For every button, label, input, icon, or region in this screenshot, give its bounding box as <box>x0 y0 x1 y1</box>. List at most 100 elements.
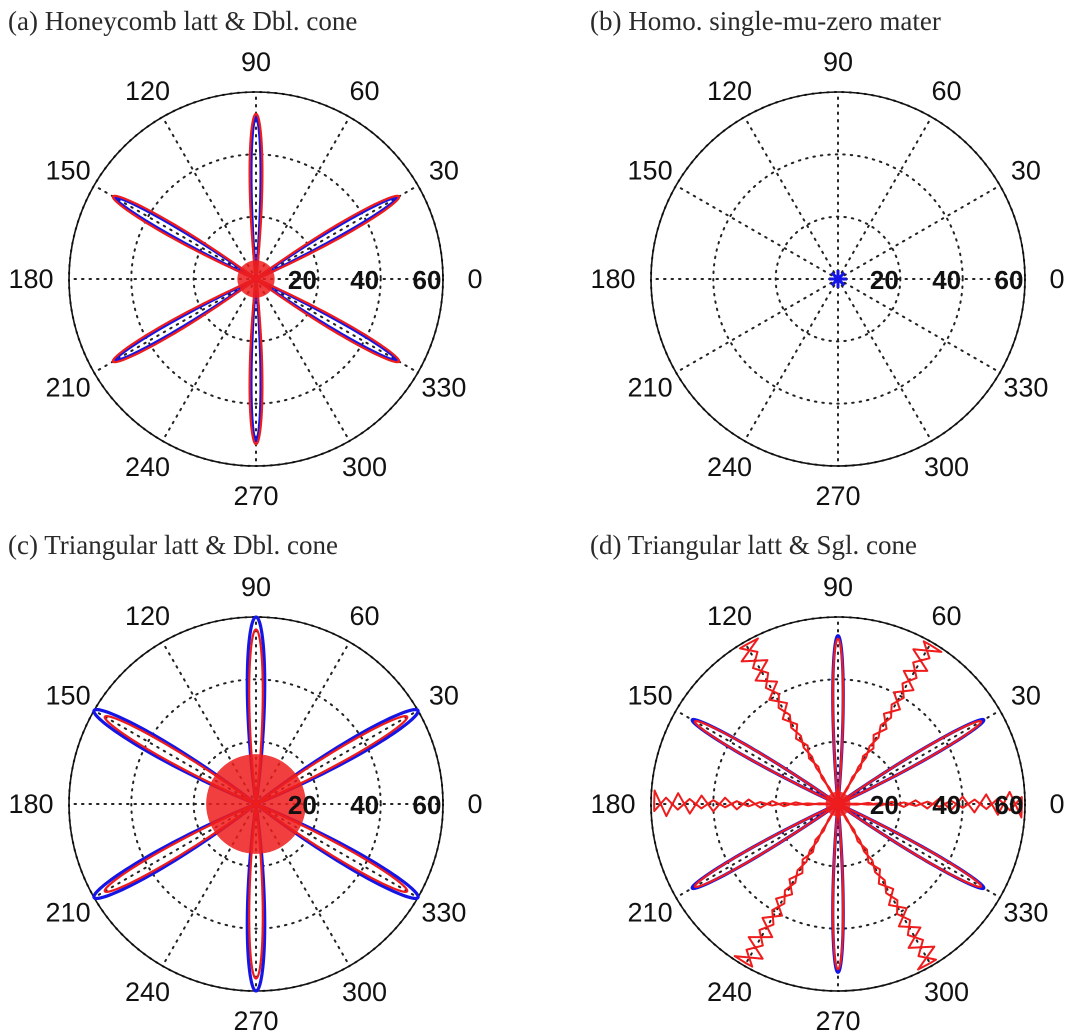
angle-tick-label: 180 <box>590 264 635 294</box>
angle-tick-label: 180 <box>590 789 635 819</box>
angle-tick-label: 30 <box>1011 156 1041 186</box>
radial-tick-label: 20 <box>870 790 899 820</box>
lobe-90 <box>249 115 263 281</box>
lobe-210 <box>693 802 840 889</box>
angle-tick-label: 60 <box>931 76 961 106</box>
spike-180 <box>653 789 838 818</box>
angle-tick-label: 0 <box>467 264 482 294</box>
lobe-30 <box>836 719 983 806</box>
panel-title: (a) Honeycomb latt & Dbl. cone <box>8 6 357 36</box>
grid-spoke <box>743 278 839 442</box>
angle-tick-label: 270 <box>233 481 278 511</box>
lobe-30 <box>254 707 420 806</box>
angle-tick-label: 150 <box>46 681 91 711</box>
lobe-30 <box>254 194 401 281</box>
panel-title: (d) Triangular latt & Sgl. cone <box>590 530 917 560</box>
lobe-150 <box>103 715 258 806</box>
radial-tick-label: 20 <box>288 265 317 295</box>
radial-tick-label: 60 <box>413 790 442 820</box>
grid-spoke <box>255 278 419 374</box>
grid-spoke <box>675 278 839 374</box>
lobe-90 <box>245 615 267 806</box>
spike-120 <box>739 637 839 804</box>
lobe-270 <box>248 277 264 446</box>
radial-tick-label: 60 <box>413 265 442 295</box>
lobe-150 <box>111 194 258 281</box>
grid-spoke <box>161 278 257 442</box>
angle-tick-label: 0 <box>467 789 482 819</box>
angle-tick-label: 30 <box>429 681 459 711</box>
lobe-210 <box>103 802 258 893</box>
angle-tick-label: 60 <box>349 76 379 106</box>
angle-tick-label: 330 <box>1003 373 1048 403</box>
polar-rim <box>68 91 444 467</box>
grid-spoke <box>93 278 257 374</box>
angle-tick-label: 210 <box>628 373 673 403</box>
angle-tick-label: 300 <box>342 977 387 1007</box>
polar-panel-3: (c) Triangular latt & Dbl. cone 0 30 60 90 12… <box>8 530 483 1032</box>
polar-panel-1: (a) Honeycomb latt & Dbl. cone 0 30 60 90 120… <box>8 6 483 511</box>
lobe-330 <box>254 277 399 362</box>
angle-tick-label: 270 <box>815 481 860 511</box>
angle-tick-label: 0 <box>1049 789 1064 819</box>
angle-tick-label: 300 <box>924 452 969 482</box>
angle-tick-label: 240 <box>707 977 752 1007</box>
angle-tick-label: 240 <box>707 452 752 482</box>
angle-tick-label: 90 <box>823 572 853 602</box>
lobe-30 <box>254 196 399 281</box>
angle-tick-label: 180 <box>8 264 53 294</box>
grid-circle <box>130 678 382 930</box>
angle-tick-label: 120 <box>707 601 752 631</box>
angle-tick-label: 330 <box>421 373 466 403</box>
angle-tick-label: 180 <box>8 789 53 819</box>
lobe-270 <box>248 802 264 980</box>
angle-tick-label: 150 <box>628 681 673 711</box>
spike-300 <box>837 804 937 971</box>
lobe-150 <box>113 196 258 281</box>
lobe-90 <box>248 112 264 281</box>
lobe-330 <box>254 802 409 893</box>
grid-circle <box>130 153 382 405</box>
angle-tick-label: 120 <box>125 76 170 106</box>
panel-title: (c) Triangular latt & Dbl. cone <box>8 530 338 560</box>
grid-spoke <box>255 278 351 442</box>
grid-spoke <box>675 709 839 805</box>
polar-panel-4: (d) Triangular latt & Sgl. cone 0 30 60 90 12… <box>590 530 1065 1032</box>
lobe-90 <box>831 637 845 806</box>
angle-tick-label: 330 <box>421 898 466 928</box>
angle-tick-label: 330 <box>1003 898 1048 928</box>
lobe-270 <box>245 802 267 993</box>
lobe-30 <box>254 715 409 806</box>
panel-title: (b) Homo. single-mu-zero mater <box>590 6 941 36</box>
radial-tick-label: 40 <box>350 790 379 820</box>
polar-rim <box>650 616 1026 992</box>
angle-tick-label: 150 <box>46 156 91 186</box>
grid-spoke <box>743 116 839 280</box>
grid-spoke <box>93 184 257 280</box>
lobe-330 <box>254 802 420 901</box>
angle-tick-label: 30 <box>429 156 459 186</box>
radial-tick-label: 60 <box>995 790 1024 820</box>
lobe-330 <box>254 277 401 364</box>
radial-tick-label: 20 <box>870 265 899 295</box>
radial-tick-label: 40 <box>932 790 961 820</box>
grid-spoke <box>837 116 933 280</box>
lobe-270 <box>249 277 263 443</box>
star-marker <box>830 271 846 287</box>
radial-tick-label: 20 <box>288 790 317 820</box>
radial-tick-label: 40 <box>932 265 961 295</box>
lobe-90 <box>248 628 264 806</box>
grid-spoke <box>255 184 419 280</box>
angle-tick-label: 120 <box>125 601 170 631</box>
grid-spoke <box>837 184 1001 280</box>
angle-tick-label: 90 <box>823 47 853 77</box>
grid-spoke <box>837 709 1001 805</box>
lobe-150 <box>693 719 840 806</box>
grid-spoke <box>255 116 351 280</box>
angle-tick-label: 90 <box>241 572 271 602</box>
angle-tick-label: 210 <box>46 373 91 403</box>
grid-spoke <box>161 116 257 280</box>
angle-tick-label: 300 <box>342 452 387 482</box>
angle-tick-label: 90 <box>241 47 271 77</box>
